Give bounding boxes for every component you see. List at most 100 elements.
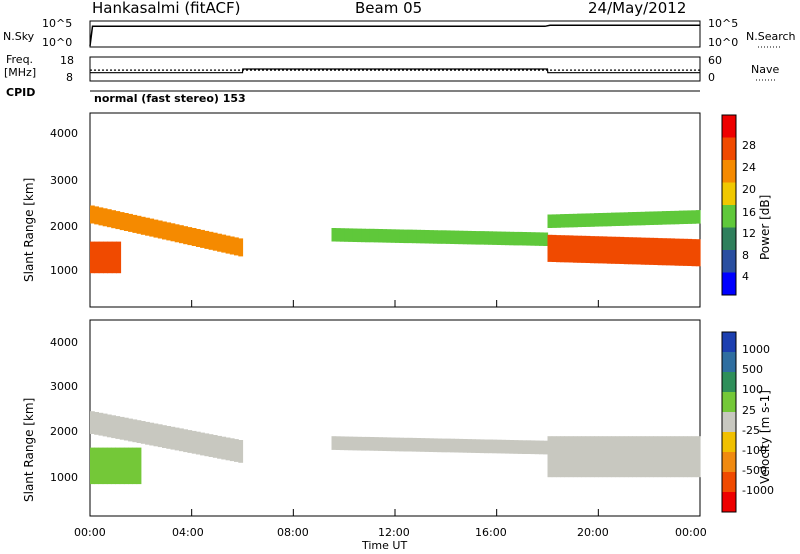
velocity-cell xyxy=(390,437,396,452)
power-cell xyxy=(606,236,612,264)
velocity-ytick-3000: 3000 xyxy=(50,380,78,393)
velocity-cb-tick-25: 25 xyxy=(742,404,756,417)
power-cell xyxy=(424,230,430,244)
power-frame xyxy=(89,112,701,308)
velocity-cell xyxy=(386,437,392,452)
power-cell xyxy=(594,236,599,264)
velocity-cell xyxy=(581,436,587,478)
power-cell xyxy=(666,238,671,266)
power-cell xyxy=(644,211,650,226)
power-cell xyxy=(416,229,421,244)
power-cell xyxy=(606,212,612,227)
velocity-cell xyxy=(132,419,138,443)
velocity-cell xyxy=(399,437,404,452)
power-cell xyxy=(395,229,400,243)
power-cell xyxy=(522,232,527,246)
power-cell xyxy=(115,211,121,230)
power-cell xyxy=(217,233,222,252)
power-cell xyxy=(619,212,625,226)
power-cell xyxy=(611,212,616,227)
power-cell xyxy=(513,231,519,246)
xtick-0000: 00:00 xyxy=(74,526,106,539)
velocity-cell xyxy=(411,437,417,452)
velocity-cell xyxy=(572,436,578,478)
velocity-cell xyxy=(106,414,112,438)
power-cell xyxy=(551,214,557,228)
power-cell xyxy=(670,238,676,266)
freq-label: Freq. xyxy=(6,53,34,66)
power-cell xyxy=(683,210,688,224)
nsky-tick-high: 10^5 xyxy=(42,17,73,30)
power-cell xyxy=(234,237,239,256)
power-cell xyxy=(678,210,684,225)
velocity-cell xyxy=(94,412,99,435)
power-cell xyxy=(98,207,104,226)
power-cell xyxy=(568,235,574,263)
power-cell xyxy=(572,235,578,263)
power-cell xyxy=(500,231,506,246)
power-heatmap xyxy=(90,205,701,274)
power-cell xyxy=(602,212,608,227)
power-cell xyxy=(157,220,163,239)
velocity-cell xyxy=(90,411,95,434)
velocity-colorbar-segment xyxy=(722,392,736,413)
power-cell xyxy=(547,214,553,228)
velocity-cell xyxy=(488,439,493,454)
nsky-series-line xyxy=(89,24,700,47)
power-cell xyxy=(560,235,565,263)
nsky-frame xyxy=(89,20,701,48)
velocity-cell xyxy=(598,436,604,478)
nsearch-tick-high: 10^5 xyxy=(708,17,739,30)
power-cell xyxy=(598,236,604,264)
power-cell xyxy=(657,211,663,225)
velocity-cell xyxy=(365,436,371,451)
power-cell xyxy=(187,227,193,246)
power-cell xyxy=(615,212,621,226)
xtick-1600: 16:00 xyxy=(475,526,507,539)
power-cell xyxy=(564,214,570,228)
power-cell xyxy=(403,229,409,244)
power-cell xyxy=(195,229,201,247)
power-cell xyxy=(212,232,218,251)
power-cell xyxy=(467,230,472,245)
velocity-cell xyxy=(208,434,214,457)
velocity-cell xyxy=(522,440,527,454)
power-cell xyxy=(174,224,180,243)
power-cell xyxy=(437,230,443,244)
velocity-cell xyxy=(458,438,464,453)
power-cell xyxy=(369,228,375,243)
velocity-cell xyxy=(462,439,468,453)
velocity-colorbar-segment xyxy=(722,472,736,493)
nsky-label: N.Sky xyxy=(3,30,35,43)
velocity-cell xyxy=(221,436,227,460)
velocity-cell xyxy=(145,421,150,445)
velocity-cell xyxy=(509,440,515,454)
velocity-colorbar-segment xyxy=(722,372,736,393)
velocity-cell xyxy=(191,430,197,454)
power-cell xyxy=(636,237,642,265)
velocity-cell xyxy=(678,436,684,478)
velocity-cell xyxy=(454,438,460,453)
velocity-cell xyxy=(335,436,341,450)
power-cell xyxy=(378,229,383,243)
power-cell xyxy=(568,213,574,228)
velocity-cell xyxy=(568,436,574,478)
velocity-cell xyxy=(195,431,201,455)
power-colorbar-segment xyxy=(722,137,736,161)
velocity-frame xyxy=(89,319,701,517)
nsearch-tick-low: 10^0 xyxy=(708,36,739,49)
velocity-cell xyxy=(187,430,193,453)
power-cell xyxy=(598,213,604,227)
velocity-cell xyxy=(666,436,671,478)
power-cb-tick-12: 12 xyxy=(742,227,756,240)
velocity-cell xyxy=(467,439,472,453)
station-title: Hankasalmi (fitACF) xyxy=(92,0,241,17)
power-cell xyxy=(356,228,362,243)
power-cell xyxy=(428,230,434,244)
velocity-cell xyxy=(111,447,116,485)
power-cell xyxy=(475,231,481,245)
velocity-cell xyxy=(543,440,549,455)
power-cell xyxy=(661,238,667,266)
power-cell xyxy=(462,230,468,245)
velocity-cell xyxy=(539,440,544,455)
